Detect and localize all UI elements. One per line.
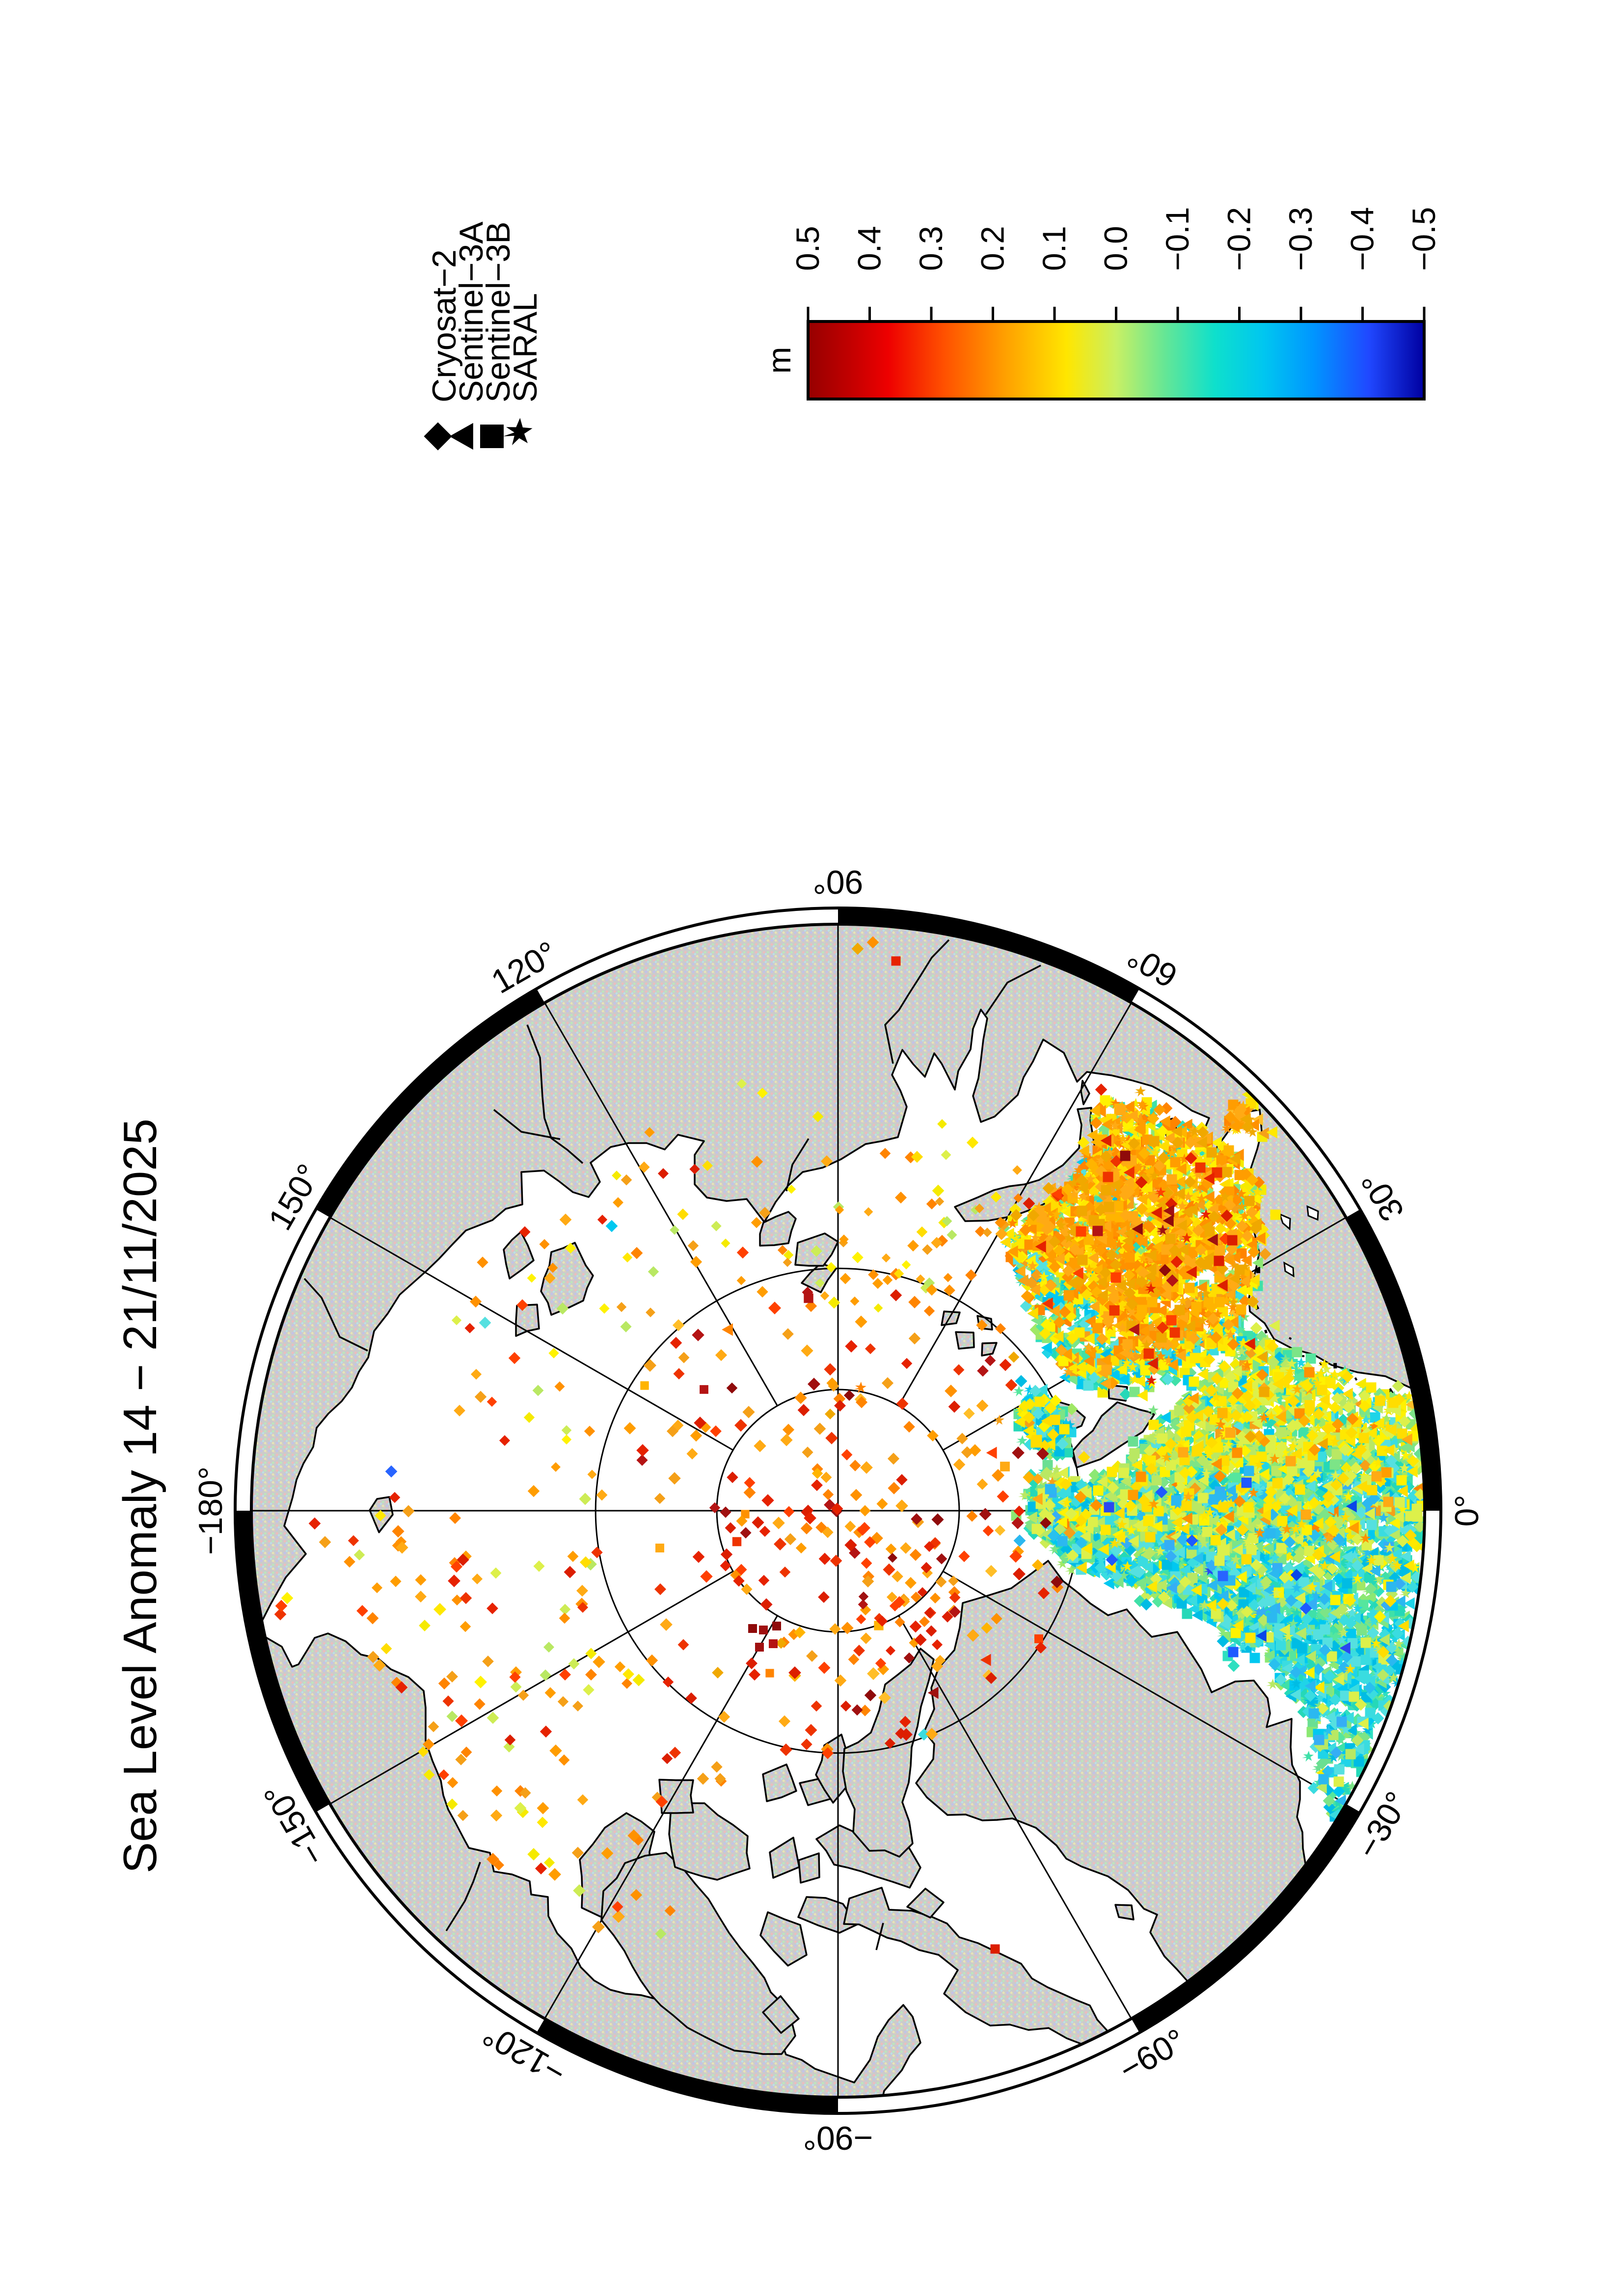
svg-text:SARAL: SARAL bbox=[507, 293, 544, 402]
svg-text:0.5: 0.5 bbox=[789, 226, 826, 271]
svg-text:0°: 0° bbox=[1448, 1495, 1486, 1526]
svg-text:m: m bbox=[761, 347, 797, 374]
svg-text:Sea Level Anomaly 14 − 21/11/2: Sea Level Anomaly 14 − 21/11/2025 bbox=[114, 1119, 166, 1873]
svg-text:−0.1: −0.1 bbox=[1159, 207, 1195, 271]
svg-text:−0.2: −0.2 bbox=[1221, 207, 1257, 271]
svg-text:−90°: −90° bbox=[803, 2119, 873, 2157]
svg-text:−0.4: −0.4 bbox=[1344, 207, 1380, 271]
svg-text:0.1: 0.1 bbox=[1036, 226, 1072, 271]
svg-text:90°: 90° bbox=[813, 863, 864, 901]
svg-text:0.2: 0.2 bbox=[974, 226, 1011, 271]
svg-text:0.4: 0.4 bbox=[851, 226, 888, 271]
svg-text:−180°: −180° bbox=[192, 1467, 229, 1555]
svg-text:0.3: 0.3 bbox=[913, 226, 949, 271]
svg-text:−0.3: −0.3 bbox=[1282, 207, 1319, 271]
svg-text:0.0: 0.0 bbox=[1098, 226, 1134, 271]
svg-text:−0.5: −0.5 bbox=[1406, 207, 1442, 271]
